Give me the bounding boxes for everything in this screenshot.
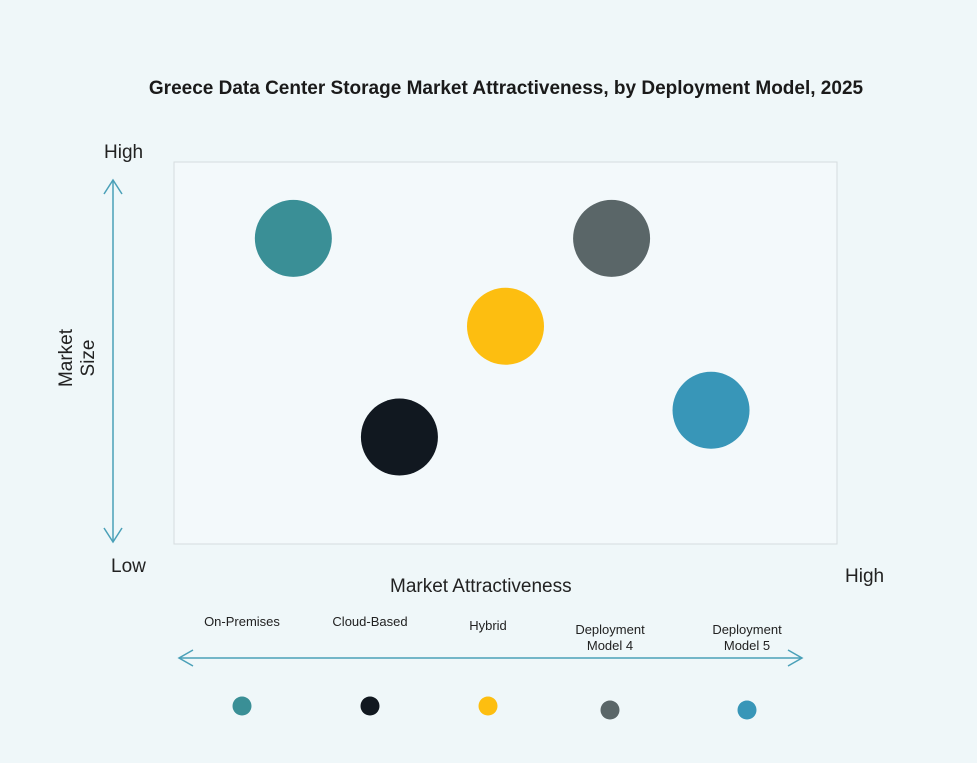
y-high-label: High [104, 142, 144, 163]
legend-marker [737, 700, 757, 720]
legend-label: On-Premises [204, 614, 280, 629]
legend-marker [600, 700, 620, 720]
legend-label: Hybrid [469, 618, 507, 633]
legend-label: Cloud-Based [332, 614, 408, 629]
legend-arrow [177, 649, 804, 667]
legend-label: Deployment Model 4 [575, 622, 645, 653]
x-axis-label: Market Attractiveness [390, 576, 572, 597]
legend-marker [232, 696, 252, 716]
bubble-on-premises [254, 199, 332, 277]
y-low-label: Low [111, 556, 146, 577]
bubble-deployment-model-5 [672, 371, 750, 449]
y-axis-arrow [103, 178, 123, 544]
legend-label: Deployment Model 5 [712, 622, 782, 653]
bubble-hybrid [467, 287, 544, 365]
x-high-label: High [845, 566, 885, 587]
legend-marker [360, 696, 380, 716]
chart-title: Greece Data Center Storage Market Attrac… [148, 78, 864, 99]
legend-marker [478, 696, 498, 716]
y-axis-label: Market Size [56, 328, 99, 388]
bubble-cloud-based [360, 398, 438, 476]
bubble-deployment-model-4 [573, 199, 651, 277]
